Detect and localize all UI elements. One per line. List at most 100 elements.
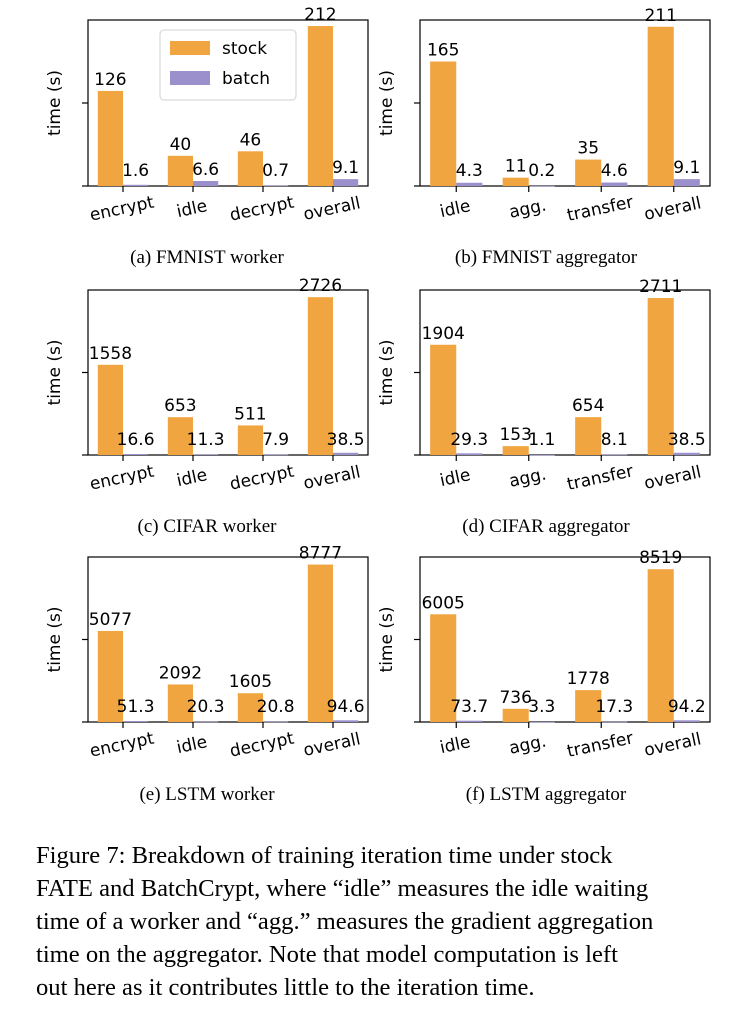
data-label-stock: 35	[577, 139, 599, 159]
data-label-batch: 8.1	[601, 430, 628, 450]
x-tick-label: idle	[175, 196, 209, 222]
y-axis-label: time (s)	[377, 607, 397, 673]
y-axis-label: time (s)	[45, 607, 65, 673]
data-label-batch: 94.2	[668, 697, 706, 717]
sub-caption: (d) CIFAR aggregator	[462, 516, 630, 537]
caption-line: time of a worker and “agg.” measures the…	[36, 908, 654, 935]
data-label-stock: 8777	[299, 544, 342, 564]
bar-batch	[123, 454, 149, 455]
chart-panel-3: time (s) 1558 16.6 encrypt 653 11.3 idle 511 7.9…	[45, 276, 369, 537]
bar-batch	[333, 179, 359, 186]
data-label-batch: 4.3	[456, 161, 483, 181]
bar-batch	[601, 721, 628, 723]
bar-batch	[673, 179, 700, 186]
data-label-batch: 38.5	[668, 430, 706, 450]
bar-stock	[97, 90, 123, 186]
legend-swatch-stock	[170, 41, 210, 55]
data-label-batch: 51.3	[117, 697, 155, 717]
data-label-batch: 29.3	[450, 430, 488, 450]
data-label-stock: 153	[499, 425, 531, 445]
data-label-stock: 2726	[299, 276, 342, 296]
bar-batch	[673, 720, 700, 722]
x-tick-label: overall	[302, 193, 363, 225]
x-tick-label: encrypt	[88, 192, 156, 225]
x-tick-label: overall	[302, 729, 363, 761]
data-label-batch: 0.7	[262, 161, 289, 181]
data-label-batch: 6.6	[192, 160, 219, 180]
data-label-stock: 511	[234, 404, 266, 424]
data-label-batch: 3.3	[528, 697, 555, 717]
x-tick-label: decrypt	[228, 728, 296, 761]
bar-stock	[430, 344, 457, 455]
data-label-batch: 9.1	[673, 158, 700, 178]
sub-caption: (a) FMNIST worker	[130, 247, 284, 268]
data-label-stock: 736	[499, 688, 531, 708]
bar-stock	[575, 417, 602, 455]
sub-caption: (e) LSTM worker	[139, 784, 275, 805]
bar-stock	[502, 708, 529, 722]
data-label-batch: 1.6	[122, 161, 149, 181]
bar-stock	[502, 177, 529, 186]
data-label-batch: 73.7	[450, 697, 488, 717]
data-label-batch: 38.5	[327, 430, 365, 450]
bar-batch	[123, 721, 149, 722]
data-label-stock: 6005	[422, 593, 465, 613]
data-label-stock: 1558	[89, 344, 132, 364]
chart-panel-1: time (s) 126 1.6 encrypt 406.6 idle 460.7 decry…	[45, 5, 369, 268]
sub-caption: (f) LSTM aggregator	[466, 784, 627, 805]
bar-stock	[237, 425, 263, 455]
x-tick-label: transfer	[565, 728, 635, 762]
bar-batch	[601, 182, 628, 186]
x-tick-label: idle	[438, 732, 472, 758]
bar-stock	[647, 569, 674, 722]
data-label-batch: 1.1	[528, 430, 555, 450]
bar-stock	[647, 26, 674, 186]
data-label-stock: 1778	[567, 669, 610, 689]
legend-label-batch: batch	[222, 69, 270, 89]
x-tick-label: idle	[175, 732, 209, 758]
bar-batch	[193, 181, 219, 186]
bar-batch	[263, 454, 289, 456]
bar-batch	[263, 721, 289, 723]
caption-line: FATE and BatchCrypt, where “idle” measur…	[36, 875, 649, 902]
data-label-stock: 46	[240, 130, 262, 150]
x-tick-label: overall	[642, 729, 703, 761]
bar-batch	[456, 182, 483, 186]
legend-swatch-batch	[170, 71, 210, 85]
bar-batch	[528, 185, 555, 187]
data-label-batch: 20.8	[257, 697, 295, 717]
legend: stock batch	[159, 29, 297, 101]
data-label-batch: 11.3	[187, 430, 225, 450]
data-label-stock: 11	[505, 157, 527, 177]
data-label-stock: 8519	[639, 548, 682, 568]
y-axis-label: time (s)	[45, 340, 65, 406]
x-tick-label: agg.	[507, 731, 548, 758]
x-tick-label: idle	[175, 465, 209, 491]
bar-stock	[575, 690, 602, 722]
x-tick-label: agg.	[507, 464, 548, 491]
bar-batch	[456, 453, 483, 455]
data-label-stock: 1904	[422, 324, 465, 344]
bar-stock	[307, 297, 333, 455]
sub-caption: (c) CIFAR worker	[138, 516, 278, 537]
data-label-batch: 20.3	[187, 697, 225, 717]
legend-label-stock: stock	[222, 39, 267, 59]
data-label-stock: 1605	[229, 672, 272, 692]
x-tick-label: overall	[302, 462, 363, 494]
bar-batch	[528, 721, 555, 723]
bar-stock	[97, 364, 123, 455]
data-label-stock: 165	[427, 41, 459, 61]
chart-panel-2: time (s) 165 4.3 idle 11 0.2 agg. 354.6 transfer…	[377, 6, 711, 268]
data-label-stock: 654	[572, 396, 604, 416]
chart-panel-5: time (s) 5077 51.3 encrypt 2092 20.3 idle 1605 2…	[45, 544, 369, 805]
y-axis-label: time (s)	[377, 340, 397, 406]
bar-batch	[123, 184, 149, 186]
x-tick-label: encrypt	[88, 461, 156, 494]
x-tick-label: transfer	[565, 461, 635, 495]
data-label-batch: 0.2	[528, 161, 555, 181]
bar-batch	[528, 454, 555, 456]
data-label-batch: 17.3	[595, 697, 633, 717]
x-tick-label: overall	[642, 193, 703, 225]
data-label-batch: 9.1	[332, 158, 359, 178]
